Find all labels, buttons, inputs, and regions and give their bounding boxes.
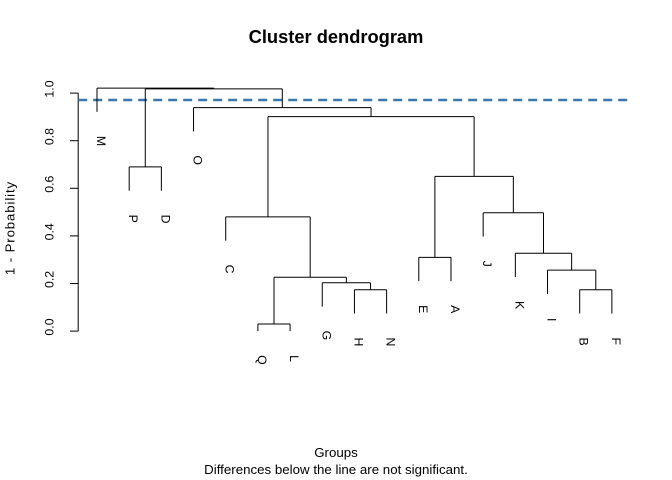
svg-text:0.4: 0.4: [43, 223, 57, 240]
svg-text:J: J: [480, 261, 494, 267]
svg-text:A: A: [448, 305, 462, 314]
svg-text:Q: Q: [255, 355, 269, 365]
svg-text:0.0: 0.0: [43, 318, 57, 335]
svg-text:1.0: 1.0: [43, 80, 57, 97]
svg-text:K: K: [512, 301, 526, 310]
svg-text:I: I: [545, 318, 559, 321]
svg-text:0.8: 0.8: [43, 128, 57, 145]
svg-text:N: N: [384, 337, 398, 346]
svg-text:E: E: [416, 305, 430, 313]
svg-text:O: O: [191, 155, 205, 165]
svg-text:0.2: 0.2: [43, 271, 57, 288]
svg-text:F: F: [609, 337, 623, 345]
svg-text:G: G: [319, 331, 333, 341]
svg-text:0.6: 0.6: [43, 175, 57, 192]
svg-text:C: C: [223, 265, 237, 274]
svg-text:H: H: [351, 337, 365, 346]
svg-text:D: D: [158, 215, 172, 224]
svg-text:P: P: [126, 215, 140, 223]
svg-text:M: M: [94, 136, 108, 146]
svg-text:L: L: [287, 355, 301, 362]
svg-text:B: B: [577, 337, 591, 345]
